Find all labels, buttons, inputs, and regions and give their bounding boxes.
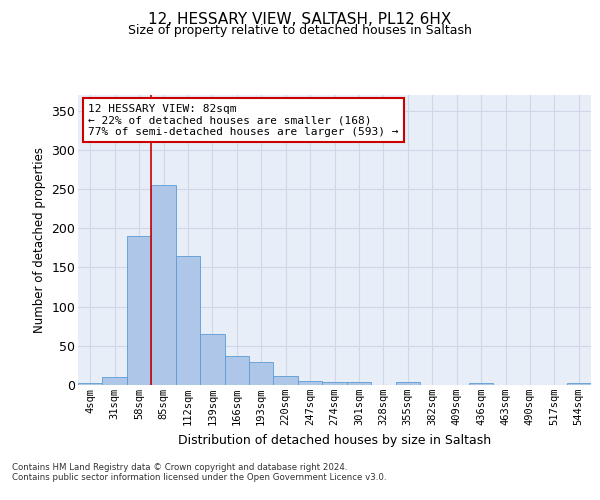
- Bar: [151, 185, 176, 385]
- Bar: [322, 382, 347, 385]
- Y-axis label: Number of detached properties: Number of detached properties: [33, 147, 46, 333]
- Bar: [127, 236, 151, 385]
- Text: 12 HESSARY VIEW: 82sqm
← 22% of detached houses are smaller (168)
77% of semi-de: 12 HESSARY VIEW: 82sqm ← 22% of detached…: [88, 104, 399, 137]
- Text: 12, HESSARY VIEW, SALTASH, PL12 6HX: 12, HESSARY VIEW, SALTASH, PL12 6HX: [148, 12, 452, 28]
- Text: Contains public sector information licensed under the Open Government Licence v3: Contains public sector information licen…: [12, 474, 386, 482]
- Bar: [224, 356, 249, 385]
- Bar: [176, 256, 200, 385]
- Text: Contains HM Land Registry data © Crown copyright and database right 2024.: Contains HM Land Registry data © Crown c…: [12, 462, 347, 471]
- Bar: [249, 362, 274, 385]
- Bar: [103, 377, 127, 385]
- Bar: [566, 384, 591, 385]
- Bar: [298, 381, 322, 385]
- Bar: [395, 382, 420, 385]
- Bar: [200, 334, 224, 385]
- Text: Size of property relative to detached houses in Saltash: Size of property relative to detached ho…: [128, 24, 472, 37]
- Bar: [78, 384, 103, 385]
- Bar: [274, 376, 298, 385]
- X-axis label: Distribution of detached houses by size in Saltash: Distribution of detached houses by size …: [178, 434, 491, 446]
- Bar: [469, 382, 493, 385]
- Bar: [347, 382, 371, 385]
